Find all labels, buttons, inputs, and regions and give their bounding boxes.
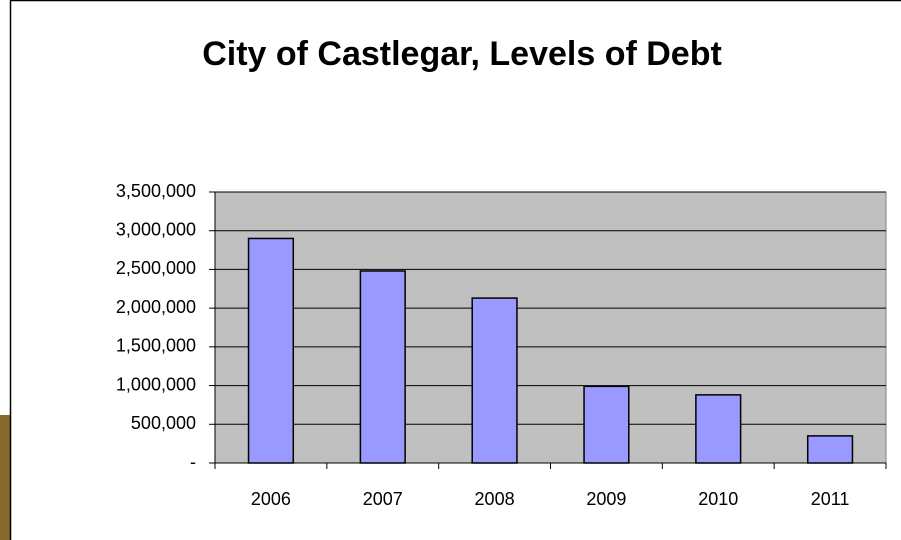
y-tick-label: 3,500,000 (116, 181, 196, 201)
x-tick-label: 2011 (811, 489, 850, 509)
y-tick-label: 500,000 (131, 413, 196, 433)
y-tick-label: 2,000,000 (116, 297, 196, 317)
x-tick-label: 2009 (586, 489, 626, 509)
y-tick-label: 3,000,000 (116, 219, 196, 239)
bar (247, 237, 295, 464)
plot-area (214, 191, 887, 464)
x-tick-label: 2010 (698, 489, 738, 509)
y-tick-label: 1,000,000 (116, 374, 196, 394)
y-tick-label: 1,500,000 (116, 336, 196, 356)
y-tick-label: 2,500,000 (116, 258, 196, 278)
x-tick-label: 2007 (363, 489, 403, 509)
x-tick-label: 2006 (251, 489, 291, 509)
bar (359, 270, 406, 464)
bar (583, 385, 630, 464)
chart-title: City of Castlegar, Levels of Debt (202, 35, 722, 73)
bar (695, 394, 742, 464)
bar (806, 435, 854, 464)
background-photo (0, 415, 10, 540)
x-tick-label: 2008 (475, 489, 515, 509)
y-tick-label: - (190, 452, 196, 472)
bar (471, 297, 518, 464)
